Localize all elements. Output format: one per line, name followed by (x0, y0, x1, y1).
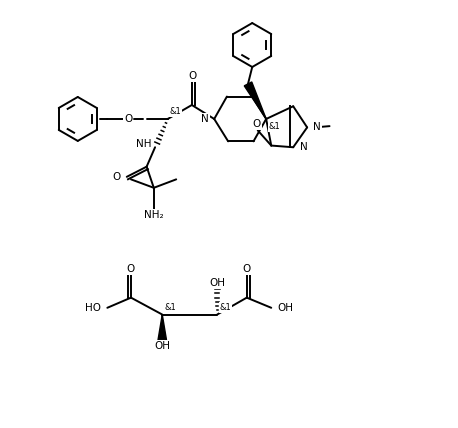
Text: &1: &1 (170, 107, 182, 116)
Text: &1: &1 (268, 122, 280, 131)
Text: &1: &1 (220, 303, 231, 312)
Text: &1: &1 (165, 303, 176, 312)
Text: NH: NH (136, 139, 151, 149)
Text: OH: OH (154, 341, 170, 351)
Text: O: O (243, 265, 251, 274)
Text: N: N (313, 122, 321, 132)
Text: OH: OH (209, 278, 225, 288)
Text: O: O (127, 265, 135, 274)
Text: N: N (202, 114, 209, 124)
Text: O: O (112, 172, 120, 182)
Text: O: O (253, 119, 261, 129)
Text: OH: OH (278, 303, 294, 313)
Polygon shape (158, 315, 166, 340)
Text: O: O (189, 71, 197, 81)
Text: HO: HO (85, 303, 101, 313)
Polygon shape (244, 82, 266, 119)
Text: N: N (300, 142, 307, 152)
Text: O: O (127, 265, 135, 274)
Text: NH₂: NH₂ (144, 210, 164, 220)
Text: O: O (124, 114, 132, 124)
Text: O: O (243, 265, 251, 274)
